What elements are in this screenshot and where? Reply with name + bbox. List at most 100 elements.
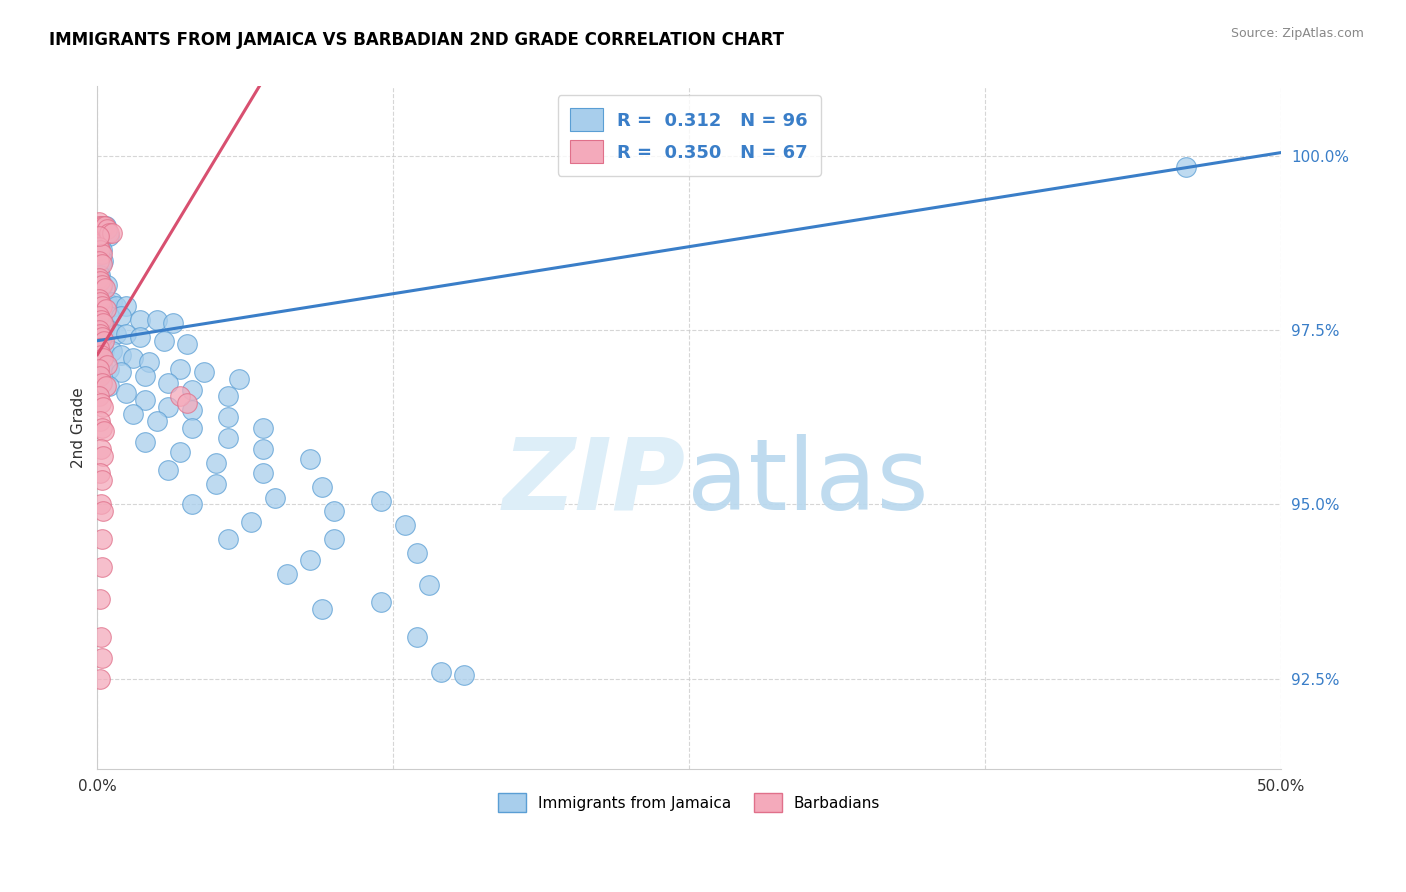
Point (87, 361, 110, 376)
Point (406, 630, 429, 644)
Point (94, 219, 117, 233)
Point (311, 480, 333, 494)
Point (96, 277, 118, 292)
Point (89, 219, 111, 233)
Point (89, 341, 111, 355)
Point (98, 229, 121, 244)
Point (98, 361, 121, 376)
Point (87, 268, 110, 282)
Point (87, 337, 110, 351)
Y-axis label: 2nd Grade: 2nd Grade (72, 387, 86, 468)
Point (93, 323, 115, 337)
Point (89, 672, 111, 686)
Point (87, 306, 110, 320)
Point (93, 425, 115, 439)
Point (87, 319, 110, 334)
Point (98, 379, 121, 393)
Point (90, 442, 112, 456)
Point (89, 389, 111, 403)
Point (87, 240, 110, 254)
Point (89, 219, 111, 233)
Point (90, 348, 112, 362)
Point (418, 577, 440, 591)
Point (100, 295, 122, 310)
Point (91, 295, 114, 310)
Point (110, 348, 132, 362)
Point (217, 431, 239, 445)
Point (323, 504, 346, 518)
Point (91, 376, 114, 390)
Point (91, 473, 114, 487)
Point (311, 602, 333, 616)
Point (98, 323, 121, 337)
Point (264, 491, 287, 505)
Point (90, 277, 112, 292)
Point (89, 275, 111, 289)
Point (90, 341, 112, 355)
Point (96, 295, 118, 310)
Point (90, 630, 112, 644)
Point (121, 407, 143, 421)
Point (323, 533, 346, 547)
Text: Source: ZipAtlas.com: Source: ZipAtlas.com (1230, 27, 1364, 40)
Point (181, 403, 204, 417)
Point (100, 344, 122, 359)
Point (91, 351, 114, 366)
Point (169, 389, 191, 403)
Point (89, 295, 111, 310)
Point (90, 306, 112, 320)
Point (91, 358, 114, 372)
Point (91, 330, 114, 344)
Point (89, 466, 111, 480)
Point (90, 498, 112, 512)
Point (176, 396, 198, 410)
Point (105, 326, 128, 341)
Point (94, 281, 117, 295)
Point (89, 326, 111, 341)
Point (134, 434, 156, 449)
Point (217, 533, 239, 547)
Point (90, 396, 112, 410)
Point (252, 466, 274, 480)
Point (129, 313, 152, 327)
Point (91, 243, 114, 257)
Point (105, 299, 128, 313)
Point (87, 240, 110, 254)
Point (89, 368, 111, 383)
Point (94, 302, 117, 317)
Point (93, 344, 115, 359)
Point (91, 449, 114, 463)
Point (138, 354, 160, 368)
Point (98, 226, 121, 240)
Point (87, 292, 110, 306)
Point (145, 414, 167, 428)
Point (91, 316, 114, 330)
Point (204, 476, 226, 491)
Point (91, 560, 114, 574)
Point (228, 372, 250, 386)
Point (91, 400, 114, 414)
Point (89, 243, 111, 257)
Point (152, 334, 174, 348)
Point (91, 421, 114, 435)
Point (181, 498, 204, 512)
Point (89, 268, 111, 282)
Point (91, 277, 114, 292)
Point (89, 591, 111, 606)
Point (91, 650, 114, 665)
Point (91, 246, 114, 260)
Point (90, 222, 112, 236)
Point (96, 222, 118, 236)
Point (129, 330, 152, 344)
Point (134, 368, 156, 383)
Point (217, 389, 239, 403)
Point (114, 299, 136, 313)
Point (169, 445, 191, 459)
Point (87, 323, 110, 337)
Point (96, 358, 118, 372)
Point (370, 595, 392, 609)
Point (252, 421, 274, 435)
Point (100, 226, 122, 240)
Point (90, 323, 112, 337)
Point (90, 253, 112, 268)
